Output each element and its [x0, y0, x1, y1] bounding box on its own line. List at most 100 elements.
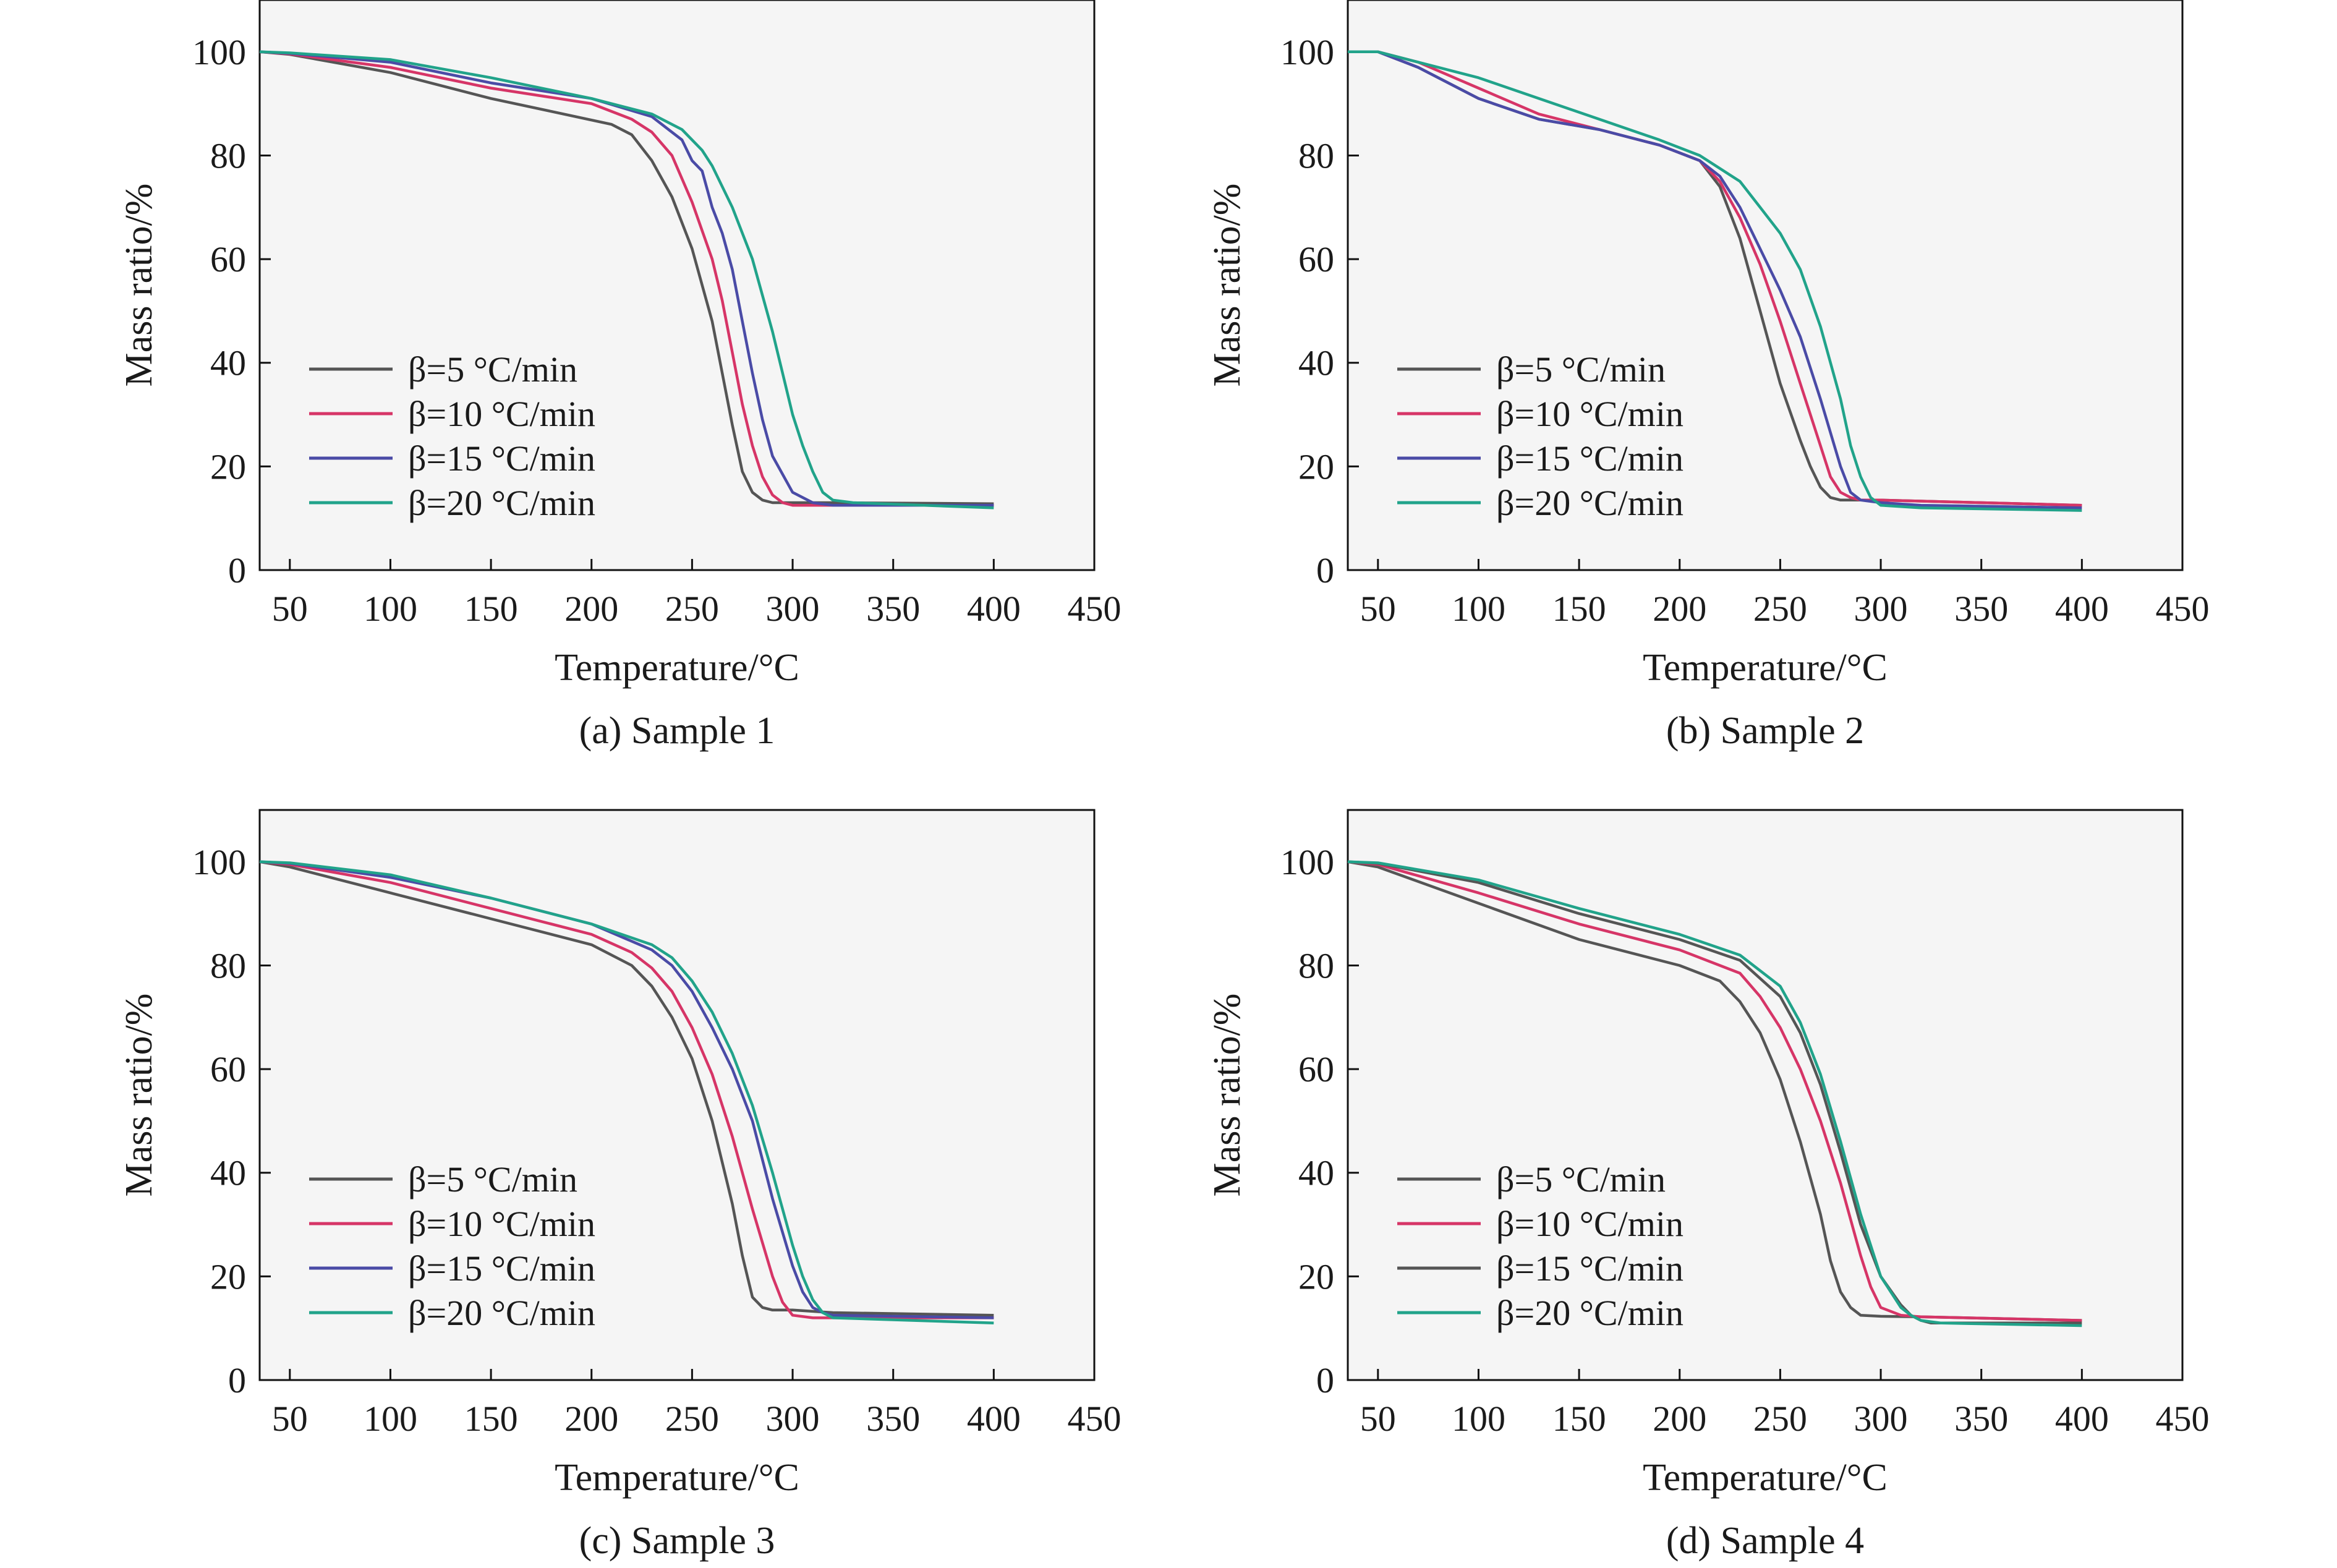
x-tick-label: 300: [1854, 1399, 1908, 1439]
x-tick-label: 400: [967, 1399, 1021, 1439]
series-line-4: [1348, 50, 2082, 512]
x-tick-label: 400: [2055, 1399, 2109, 1439]
x-tick-label: 450: [1068, 589, 1122, 629]
x-tick-label: 150: [464, 1399, 518, 1439]
y-tick-label: 100: [1280, 842, 1334, 882]
y-tick-label: 60: [210, 1049, 246, 1089]
legend-label: β=10 °C/min: [408, 1204, 595, 1244]
x-tick-label: 50: [272, 589, 308, 629]
x-tick-label: 250: [665, 589, 719, 629]
y-tick-label: 80: [1298, 135, 1334, 176]
y-tick-label: 40: [1298, 1153, 1334, 1193]
x-tick-label: 400: [2055, 589, 2109, 629]
panel-caption: (c) Sample 3: [579, 1520, 775, 1562]
y-tick-label: 100: [192, 842, 246, 882]
x-tick-label: 400: [967, 589, 1021, 629]
x-tick-label: 300: [766, 1399, 820, 1439]
legend-label: β=10 °C/min: [1496, 1204, 1684, 1244]
y-tick-label: 80: [210, 135, 246, 176]
x-tick-label: 150: [1552, 1399, 1606, 1439]
x-tick-label: 350: [866, 589, 920, 629]
legend-label: β=20 °C/min: [1496, 1293, 1684, 1333]
x-tick-label: 350: [1954, 1399, 2008, 1439]
legend-label: β=5 °C/min: [408, 349, 577, 390]
y-tick-label: 0: [228, 1360, 246, 1400]
y-axis-label: Mass ratio/%: [1206, 184, 1248, 387]
legend-label: β=5 °C/min: [408, 1159, 577, 1199]
legend-label: β=15 °C/min: [1496, 1248, 1684, 1289]
legend-label: β=15 °C/min: [1496, 438, 1684, 479]
series-line-2: [259, 50, 994, 507]
x-tick-label: 100: [1452, 1399, 1505, 1439]
y-tick-label: 100: [1280, 32, 1334, 72]
panel-caption: (b) Sample 2: [1666, 710, 1864, 752]
legend-label: β=5 °C/min: [1496, 1159, 1666, 1199]
series-line-1: [259, 50, 994, 505]
x-tick-label: 300: [1854, 589, 1908, 629]
x-tick-label: 150: [464, 589, 518, 629]
y-tick-label: 0: [1316, 1360, 1334, 1400]
panel-caption: (a) Sample 1: [579, 710, 775, 752]
x-tick-label: 50: [272, 1399, 308, 1439]
series-line-4: [1347, 860, 2082, 1327]
x-tick-label: 200: [1653, 589, 1706, 629]
x-axis-label: Temperature/°C: [555, 1457, 799, 1499]
series-line-4: [259, 860, 994, 1325]
legend-label: β=15 °C/min: [408, 1248, 595, 1289]
x-axis-label: Temperature/°C: [1643, 1457, 1888, 1499]
legend-label: β=20 °C/min: [1496, 483, 1684, 523]
series-line-2: [259, 860, 994, 1319]
y-tick-label: 60: [1298, 239, 1334, 279]
legend-label: β=20 °C/min: [408, 1293, 595, 1333]
y-axis-label: Mass ratio/%: [118, 184, 160, 387]
legend-label: β=15 °C/min: [408, 438, 595, 479]
y-tick-label: 60: [210, 239, 246, 279]
plot-area: [258, 809, 1096, 1381]
x-tick-label: 200: [564, 1399, 618, 1439]
legend-label: β=10 °C/min: [1496, 394, 1684, 434]
x-tick-label: 100: [364, 589, 417, 629]
legend-label: β=5 °C/min: [1496, 349, 1666, 390]
y-tick-label: 60: [1298, 1049, 1334, 1089]
x-tick-label: 100: [1452, 589, 1505, 629]
x-tick-label: 100: [364, 1399, 417, 1439]
legend-label: β=10 °C/min: [408, 394, 595, 434]
x-tick-label: 250: [665, 1399, 719, 1439]
chart-panel-1: 50 100 150 200 250 300 350 400 450 0 20 40 60 80 100 Te…: [118, 0, 1122, 752]
series-line-2: [1347, 860, 2082, 1322]
y-axis-label: Mass ratio/%: [1206, 994, 1248, 1197]
x-tick-label: 350: [1954, 589, 2008, 629]
y-tick-label: 20: [1298, 446, 1334, 487]
plot-area: [1347, 809, 2184, 1381]
x-tick-label: 50: [1360, 1399, 1396, 1439]
y-tick-label: 40: [1298, 343, 1334, 383]
y-tick-label: 80: [210, 945, 246, 986]
chart-panel-2: 50 100 150 200 250 300 350 400 450 0 20 40 60 80 100 Te…: [1206, 0, 2210, 752]
y-tick-label: 0: [228, 550, 246, 590]
series-line-1: [1347, 860, 2082, 1322]
y-tick-label: 40: [210, 1153, 246, 1193]
x-tick-label: 250: [1753, 589, 1807, 629]
x-axis-label: Temperature/°C: [555, 647, 799, 689]
chart-panel-4: 50 100 150 200 250 300 350 400 450 0 20 40 60 80 100 Te…: [1206, 809, 2210, 1562]
y-tick-label: 20: [210, 446, 246, 487]
series-line-4: [259, 50, 994, 509]
x-tick-label: 350: [866, 1399, 920, 1439]
x-tick-label: 450: [2156, 1399, 2210, 1439]
panel-caption: (d) Sample 4: [1666, 1520, 1864, 1562]
x-tick-label: 200: [564, 589, 618, 629]
series-line-2: [1348, 50, 2082, 507]
y-tick-label: 0: [1316, 550, 1334, 590]
legend-label: β=20 °C/min: [408, 483, 595, 523]
y-tick-label: 40: [210, 343, 246, 383]
x-tick-label: 300: [766, 589, 820, 629]
series-line-3: [1348, 50, 2082, 509]
x-tick-label: 150: [1552, 589, 1606, 629]
x-tick-label: 200: [1653, 1399, 1706, 1439]
chart-panel-3: 50 100 150 200 250 300 350 400 450 0 20 40 60 80 100 Te…: [118, 809, 1122, 1562]
x-tick-label: 250: [1753, 1399, 1807, 1439]
x-axis-label: Temperature/°C: [1643, 647, 1888, 689]
plot-area: [258, 0, 1096, 571]
y-tick-label: 20: [1298, 1256, 1334, 1297]
